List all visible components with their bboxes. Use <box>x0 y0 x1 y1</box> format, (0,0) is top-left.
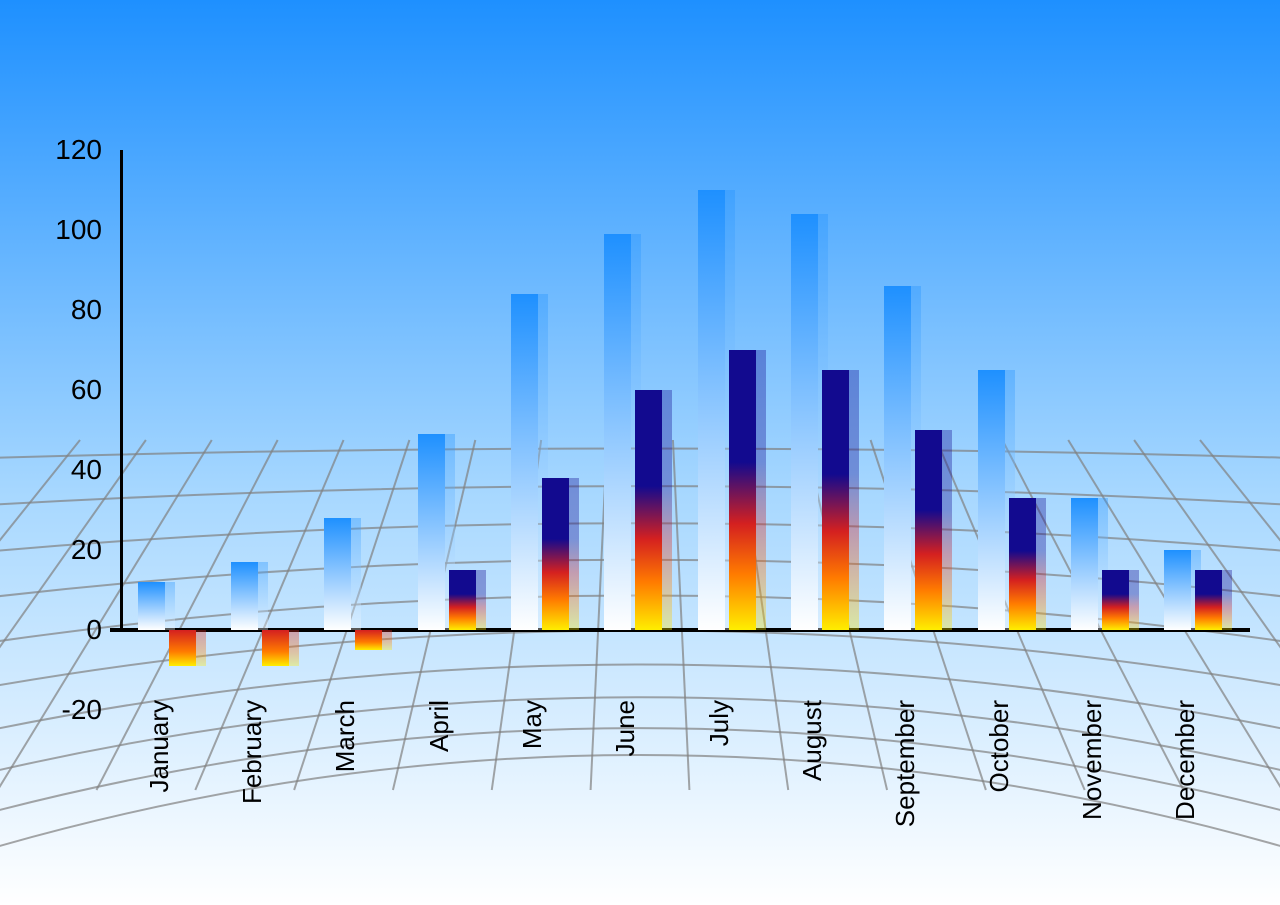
chart-stage: -20 0 20 40 60 80 100 120 January February March Ap… <box>0 0 1280 905</box>
x-category-label: September <box>890 700 921 827</box>
series-b-bar <box>169 630 196 666</box>
series-a-bar <box>324 518 351 630</box>
x-category-label: June <box>610 700 641 756</box>
x-category-label: May <box>517 700 548 749</box>
y-tick-label: 120 <box>55 134 120 166</box>
series-a-bar <box>604 234 631 630</box>
series-b-bar <box>635 390 662 630</box>
series-b-bar <box>355 630 382 650</box>
series-a-bar <box>1164 550 1191 630</box>
y-tick-label: 40 <box>71 454 120 486</box>
x-category-label: April <box>424 700 455 752</box>
series-b-bar <box>729 350 756 630</box>
series-b-bar <box>1009 498 1036 630</box>
series-b-bar <box>1195 570 1222 630</box>
series-a-bar <box>1071 498 1098 630</box>
x-category-label: February <box>237 700 268 804</box>
series-b-bar <box>1102 570 1129 630</box>
y-tick-label: 100 <box>55 214 120 246</box>
x-category-label: March <box>330 700 361 772</box>
series-a-bar <box>978 370 1005 630</box>
x-category-label: July <box>704 700 735 746</box>
x-category-label: January <box>144 700 175 793</box>
y-tick-label: 80 <box>71 294 120 326</box>
series-a-bar <box>138 582 165 630</box>
y-tick-label: 0 <box>86 614 120 646</box>
x-category-label: August <box>797 700 828 781</box>
series-b-bar <box>449 570 476 630</box>
series-b-bar <box>915 430 942 630</box>
y-tick-label: 60 <box>71 374 120 406</box>
y-axis-line <box>120 150 123 630</box>
y-tick-label: 20 <box>71 534 120 566</box>
series-a-bar <box>511 294 538 630</box>
series-b-bar <box>542 478 569 630</box>
series-a-bar <box>884 286 911 630</box>
plot-area: -20020406080100120JanuaryFebruaryMarchAp… <box>120 150 1240 710</box>
x-category-label: November <box>1077 700 1108 820</box>
series-a-bar <box>231 562 258 630</box>
y-tick-label: -20 <box>62 694 120 726</box>
series-a-bar <box>698 190 725 630</box>
series-b-bar <box>822 370 849 630</box>
series-a-bar <box>418 434 445 630</box>
series-b-bar <box>262 630 289 666</box>
x-category-label: December <box>1170 700 1201 820</box>
series-a-bar <box>791 214 818 630</box>
x-category-label: October <box>984 700 1015 793</box>
